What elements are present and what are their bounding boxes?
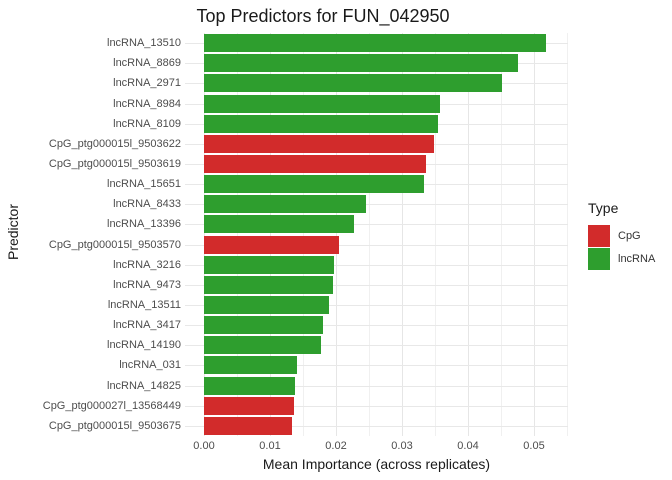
major-gridline-h — [185, 285, 568, 286]
y-tick-label: lncRNA_3216 — [113, 259, 181, 271]
major-gridline-h — [185, 265, 568, 266]
bar-lncRNA_3417 — [204, 316, 323, 334]
plot-panel — [185, 33, 568, 436]
bar-CpG_ptg000015l_9503622 — [204, 135, 434, 153]
y-tick-label: lncRNA_8869 — [113, 57, 181, 69]
y-tick-label: lncRNA_13510 — [107, 37, 181, 49]
bar-CpG_ptg000015l_9503570 — [204, 236, 339, 254]
bar-CpG_ptg000015l_9503619 — [204, 155, 426, 173]
bar-lncRNA_14825 — [204, 377, 295, 395]
y-tick-label: CpG_ptg000015l_9503675 — [48, 420, 181, 432]
bar-lncRNA_13510 — [204, 34, 546, 52]
x-tick-label: 0.00 — [193, 440, 215, 452]
legend-items: CpG lncRNA — [588, 225, 655, 270]
bar-lncRNA_14190 — [204, 336, 321, 354]
y-tick-label: CpG_ptg000027l_13568449 — [42, 400, 181, 412]
bar-lncRNA_9473 — [204, 276, 333, 294]
y-tick-label: CpG_ptg000015l_9503622 — [48, 138, 181, 150]
y-tick-label: lncRNA_9473 — [113, 279, 181, 291]
y-tick-label: lncRNA_8109 — [113, 118, 181, 130]
legend-label: CpG — [618, 230, 641, 242]
minor-gridline-v — [303, 33, 304, 436]
major-gridline-h — [185, 426, 568, 427]
bar-CpG_ptg000015l_9503675 — [204, 417, 292, 435]
chart-title: Top Predictors for FUN_042950 — [196, 6, 450, 26]
minor-gridline-v — [369, 33, 370, 436]
minor-gridline-v — [501, 33, 502, 436]
y-tick-label: lncRNA_13511 — [107, 299, 181, 311]
y-tick-label: lncRNA_2971 — [113, 77, 181, 89]
major-gridline-h — [185, 365, 568, 366]
y-tick-label: lncRNA_8433 — [113, 198, 181, 210]
major-gridline-h — [185, 406, 568, 407]
major-gridline-h — [185, 325, 568, 326]
bar-lncRNA_8869 — [204, 54, 518, 72]
major-gridline-v — [270, 33, 271, 436]
x-tick-label: 0.05 — [523, 440, 545, 452]
y-tick-label: lncRNA_031 — [119, 359, 181, 371]
bar-lncRNA_2971 — [204, 74, 502, 92]
legend-item-lncRNA: lncRNA — [588, 248, 655, 270]
major-gridline-h — [185, 245, 568, 246]
minor-gridline-v — [435, 33, 436, 436]
x-tick-label: 0.04 — [457, 440, 479, 452]
y-tick-label: lncRNA_14825 — [107, 380, 181, 392]
legend-title: Type — [588, 200, 619, 216]
y-tick-label: lncRNA_13396 — [107, 218, 181, 230]
minor-gridline-v — [237, 33, 238, 436]
bar-lncRNA_8984 — [204, 95, 440, 113]
y-tick-label: CpG_ptg000015l_9503619 — [48, 158, 181, 170]
bar-lncRNA_13396 — [204, 215, 354, 233]
x-tick-label: 0.03 — [391, 440, 413, 452]
bar-lncRNA_8109 — [204, 115, 438, 133]
major-gridline-h — [185, 224, 568, 225]
major-gridline-h — [185, 204, 568, 205]
major-gridline-v — [468, 33, 469, 436]
x-tick-label: 0.02 — [325, 440, 347, 452]
major-gridline-v — [336, 33, 337, 436]
y-tick-label: lncRNA_3417 — [113, 319, 181, 331]
y-axis-labels: lncRNA_13510 lncRNA_8869 lncRNA_2971 lncRNA… — [0, 0, 181, 480]
x-axis-labels: 0.00 0.01 0.02 0.03 0.04 0.05 — [0, 440, 672, 454]
x-axis-title: Mean Importance (across replicates) — [262, 456, 491, 472]
bar-lncRNA_3216 — [204, 256, 334, 274]
legend-swatch-CpG — [588, 225, 610, 247]
bar-lncRNA_13511 — [204, 296, 329, 314]
y-tick-label: lncRNA_8984 — [113, 98, 181, 110]
bar-lncRNA_8433 — [204, 195, 366, 213]
major-gridline-h — [185, 345, 568, 346]
minor-gridline-v — [567, 33, 568, 436]
x-tick-label: 0.01 — [259, 440, 281, 452]
major-gridline-v — [402, 33, 403, 436]
major-gridline-h — [185, 305, 568, 306]
major-gridline-h — [185, 386, 568, 387]
y-tick-label: lncRNA_14190 — [107, 339, 181, 351]
legend: Type CpG lncRNA — [588, 200, 655, 271]
y-tick-label: CpG_ptg000015l_9503570 — [48, 239, 181, 251]
legend-swatch-lncRNA — [588, 248, 610, 270]
legend-label: lncRNA — [618, 253, 656, 265]
major-gridline-v — [204, 33, 205, 436]
y-tick-label: lncRNA_15651 — [107, 178, 181, 190]
bar-lncRNA_15651 — [204, 175, 424, 193]
major-gridline-v — [534, 33, 535, 436]
bar-CpG_ptg000027l_13568449 — [204, 397, 294, 415]
legend-item-CpG: CpG — [588, 225, 655, 247]
bar-lncRNA_031 — [204, 356, 297, 374]
